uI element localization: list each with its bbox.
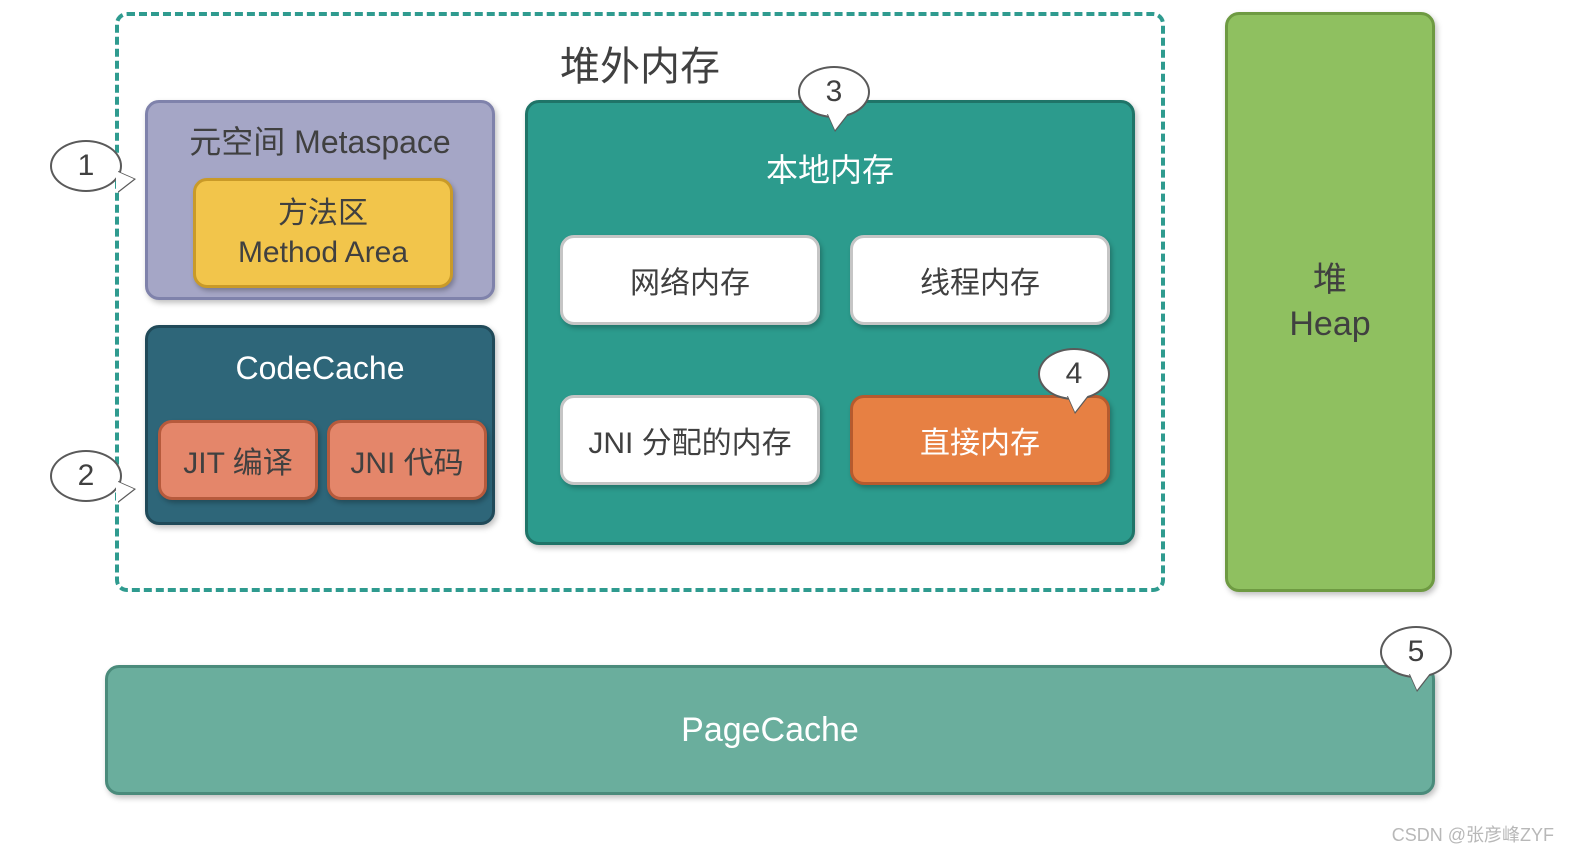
net-mem-box: 网络内存 — [560, 235, 820, 325]
metaspace-title: 元空间 Metaspace — [189, 117, 450, 163]
heap-box: 堆 Heap — [1225, 12, 1435, 592]
method-area-line1: 方法区 — [278, 197, 368, 230]
codecache-title: CodeCache — [236, 350, 405, 387]
jni-label: JNI 代码 — [350, 438, 463, 482]
method-area-label: 方法区 Method Area — [238, 194, 408, 272]
callout-2: 2 — [50, 450, 122, 502]
callout-3: 3 — [798, 66, 870, 118]
watermark: CSDN @张彦峰ZYF — [1392, 821, 1554, 847]
jni-mem-box: JNI 分配的内存 — [560, 395, 820, 485]
jit-box: JIT 编译 — [158, 420, 318, 500]
callout-1-label: 1 — [78, 149, 95, 183]
method-area-line2: Method Area — [238, 236, 408, 269]
method-area-box: 方法区 Method Area — [193, 178, 453, 288]
direct-mem-label: 直接内存 — [920, 418, 1040, 462]
callout-5: 5 — [1380, 626, 1452, 678]
offheap-title: 堆外内存 — [115, 34, 1165, 92]
pagecache-label: PageCache — [681, 711, 859, 750]
callout-4: 4 — [1038, 348, 1110, 400]
jni-mem-label: JNI 分配的内存 — [588, 418, 791, 462]
jit-label: JIT 编译 — [183, 438, 292, 482]
heap-line1: 堆 — [1313, 261, 1347, 299]
callout-5-label: 5 — [1408, 635, 1425, 669]
callout-4-label: 4 — [1066, 357, 1083, 391]
thread-mem-box: 线程内存 — [850, 235, 1110, 325]
callout-3-label: 3 — [826, 75, 843, 109]
heap-label: 堆 Heap — [1289, 258, 1370, 346]
jni-box: JNI 代码 — [327, 420, 487, 500]
native-title: 本地内存 — [766, 145, 894, 191]
net-mem-label: 网络内存 — [630, 258, 750, 302]
pagecache-box: PageCache — [105, 665, 1435, 795]
thread-mem-label: 线程内存 — [920, 258, 1040, 302]
callout-2-label: 2 — [78, 459, 95, 493]
callout-1: 1 — [50, 140, 122, 192]
heap-line2: Heap — [1289, 305, 1370, 343]
